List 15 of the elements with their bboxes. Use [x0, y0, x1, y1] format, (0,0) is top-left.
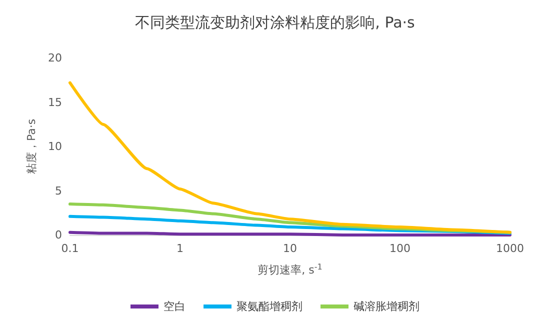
- x-tick-label: 1: [176, 242, 184, 255]
- x-tick-label: 10: [283, 242, 297, 255]
- x-tick-label: 1000: [496, 242, 524, 255]
- y-tick-label: 15: [48, 96, 62, 109]
- legend-label: 聚氨酯增稠剂: [236, 300, 302, 313]
- y-axis-title: 粘度，Pa·s: [25, 118, 38, 174]
- y-tick-label: 20: [48, 52, 62, 64]
- y-tick-label: 10: [48, 140, 62, 153]
- legend-label: 碱溶胀增稠剂: [354, 300, 420, 313]
- legend-label: 空白: [164, 300, 186, 313]
- y-tick-label: 5: [55, 184, 62, 198]
- chart-title: 不同类型流变助剂对涂料粘度的影响, Pa·s: [135, 14, 416, 32]
- x-tick-label: 100: [390, 242, 410, 255]
- x-tick-label: 0.1: [61, 242, 79, 255]
- y-tick-label: 0: [55, 228, 62, 242]
